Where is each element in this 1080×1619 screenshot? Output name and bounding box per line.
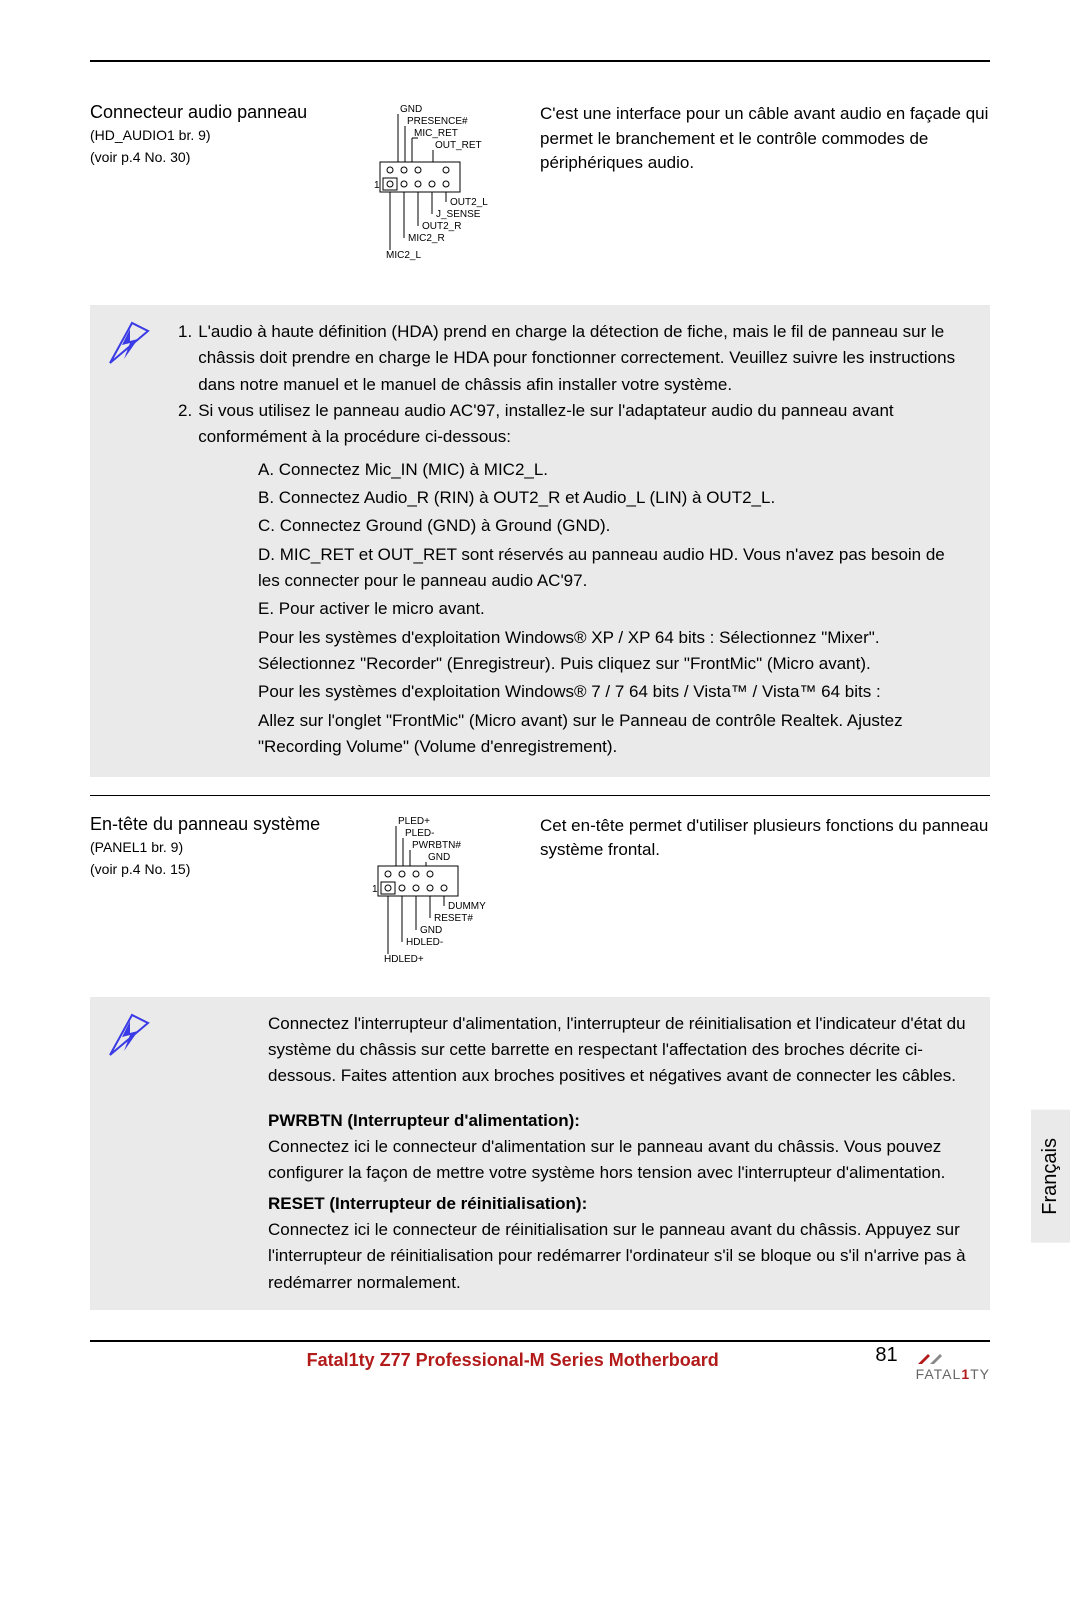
pwrbtn-heading: PWRBTN (Interrupteur d'alimentation): (268, 1108, 970, 1134)
pwrbtn-text: Connectez ici le connecteur d'alimentati… (268, 1134, 970, 1187)
language-tab: Français (1031, 1110, 1070, 1243)
reset-heading: RESET (Interrupteur de réinitialisation)… (268, 1191, 970, 1217)
svg-text:PRESENCE#: PRESENCE# (407, 116, 468, 127)
audio-connector-section: Connecteur audio panneau (HD_AUDIO1 br. … (90, 102, 990, 287)
page-number: 81 (875, 1344, 897, 1367)
svg-text:OUT2_L: OUT2_L (450, 197, 488, 208)
panel-heading: En-tête du panneau système (90, 814, 330, 835)
li-num-2: 2. (178, 398, 198, 451)
panel-notice-box: Connectez l'interrupteur d'alimentation,… (90, 997, 990, 1310)
panel-diagram: PLED+ PLED- PWRBTN# GND (350, 814, 520, 979)
page-container: Connecteur audio panneau (HD_AUDIO1 br. … (0, 0, 1080, 1422)
panel-sub1: (PANEL1 br. 9) (90, 839, 330, 855)
brand-logo: FATAL1TY (916, 1350, 990, 1382)
panel-header-section: En-tête du panneau système (PANEL1 br. 9… (90, 814, 990, 979)
footer-title: Fatal1ty Z77 Professional-M Series Mothe… (150, 1350, 875, 1371)
audio-heading: Connecteur audio panneau (90, 102, 330, 123)
svg-text:MIC_RET: MIC_RET (414, 128, 458, 139)
svg-text:1: 1 (374, 180, 380, 191)
step-e: E. Pour activer le micro avant. (258, 596, 970, 622)
step-w7b: Allez sur l'onglet "FrontMic" (Micro ava… (258, 708, 970, 761)
audio-heading-col: Connecteur audio panneau (HD_AUDIO1 br. … (90, 102, 330, 165)
svg-text:HDLED+: HDLED+ (384, 954, 424, 965)
svg-text:MIC2_L: MIC2_L (386, 250, 421, 261)
svg-text:MIC2_R: MIC2_R (408, 233, 445, 244)
step-b: B. Connectez Audio_R (RIN) à OUT2_R et A… (258, 485, 970, 511)
li-text-1: L'audio à haute définition (HDA) prend e… (198, 319, 970, 398)
panel-heading-col: En-tête du panneau système (PANEL1 br. 9… (90, 814, 330, 877)
svg-text:PLED+: PLED+ (398, 816, 430, 827)
audio-notice-text: 1. L'audio à haute définition (HDA) pren… (178, 319, 970, 763)
li-text-2: Si vous utilisez le panneau audio AC'97,… (198, 398, 970, 451)
svg-text:GND: GND (428, 852, 450, 863)
reset-text: Connectez ici le connecteur de réinitial… (268, 1217, 970, 1296)
audio-sub1: (HD_AUDIO1 br. 9) (90, 127, 330, 143)
audio-notice-box: 1. L'audio à haute définition (HDA) pren… (90, 305, 990, 777)
svg-text:PWRBTN#: PWRBTN# (412, 840, 461, 851)
step-w7: Pour les systèmes d'exploitation Windows… (258, 679, 970, 705)
panel-notice-text: Connectez l'interrupteur d'alimentation,… (178, 1011, 970, 1296)
audio-sub2: (voir p.4 No. 30) (90, 149, 330, 165)
panel-desc: Cet en-tête permet d'utiliser plusieurs … (540, 814, 990, 863)
svg-text:GND: GND (420, 925, 442, 936)
svg-text:RESET#: RESET# (434, 913, 473, 924)
svg-text:OUT2_R: OUT2_R (422, 221, 461, 232)
svg-text:DUMMY: DUMMY (448, 901, 486, 912)
mid-rule (90, 795, 990, 796)
svg-text:1: 1 (372, 884, 378, 895)
audio-diagram: GND PRESENCE# MIC_RET OUT_RET (350, 102, 520, 287)
step-d: D. MIC_RET et OUT_RET sont réservés au p… (258, 545, 945, 590)
svg-text:HDLED-: HDLED- (406, 937, 443, 948)
svg-text:OUT_RET: OUT_RET (435, 140, 482, 151)
lightning-icon (104, 1011, 160, 1069)
panel-intro: Connectez l'interrupteur d'alimentation,… (268, 1011, 970, 1090)
step-xp: Pour les systèmes d'exploitation Windows… (258, 625, 970, 678)
svg-text:J_SENSE: J_SENSE (436, 209, 481, 220)
step-a: A. Connectez Mic_IN (MIC) à MIC2_L. (258, 457, 970, 483)
panel-sub2: (voir p.4 No. 15) (90, 861, 330, 877)
step-c: C. Connectez Ground (GND) à Ground (GND)… (258, 513, 970, 539)
svg-text:PLED-: PLED- (405, 828, 434, 839)
lightning-icon (104, 319, 160, 377)
top-rule (90, 60, 990, 62)
svg-text:GND: GND (400, 104, 422, 115)
li-num-1: 1. (178, 319, 198, 398)
audio-desc: C'est une interface pour un câble avant … (540, 102, 990, 176)
page-footer: Fatal1ty Z77 Professional-M Series Mothe… (90, 1340, 990, 1382)
